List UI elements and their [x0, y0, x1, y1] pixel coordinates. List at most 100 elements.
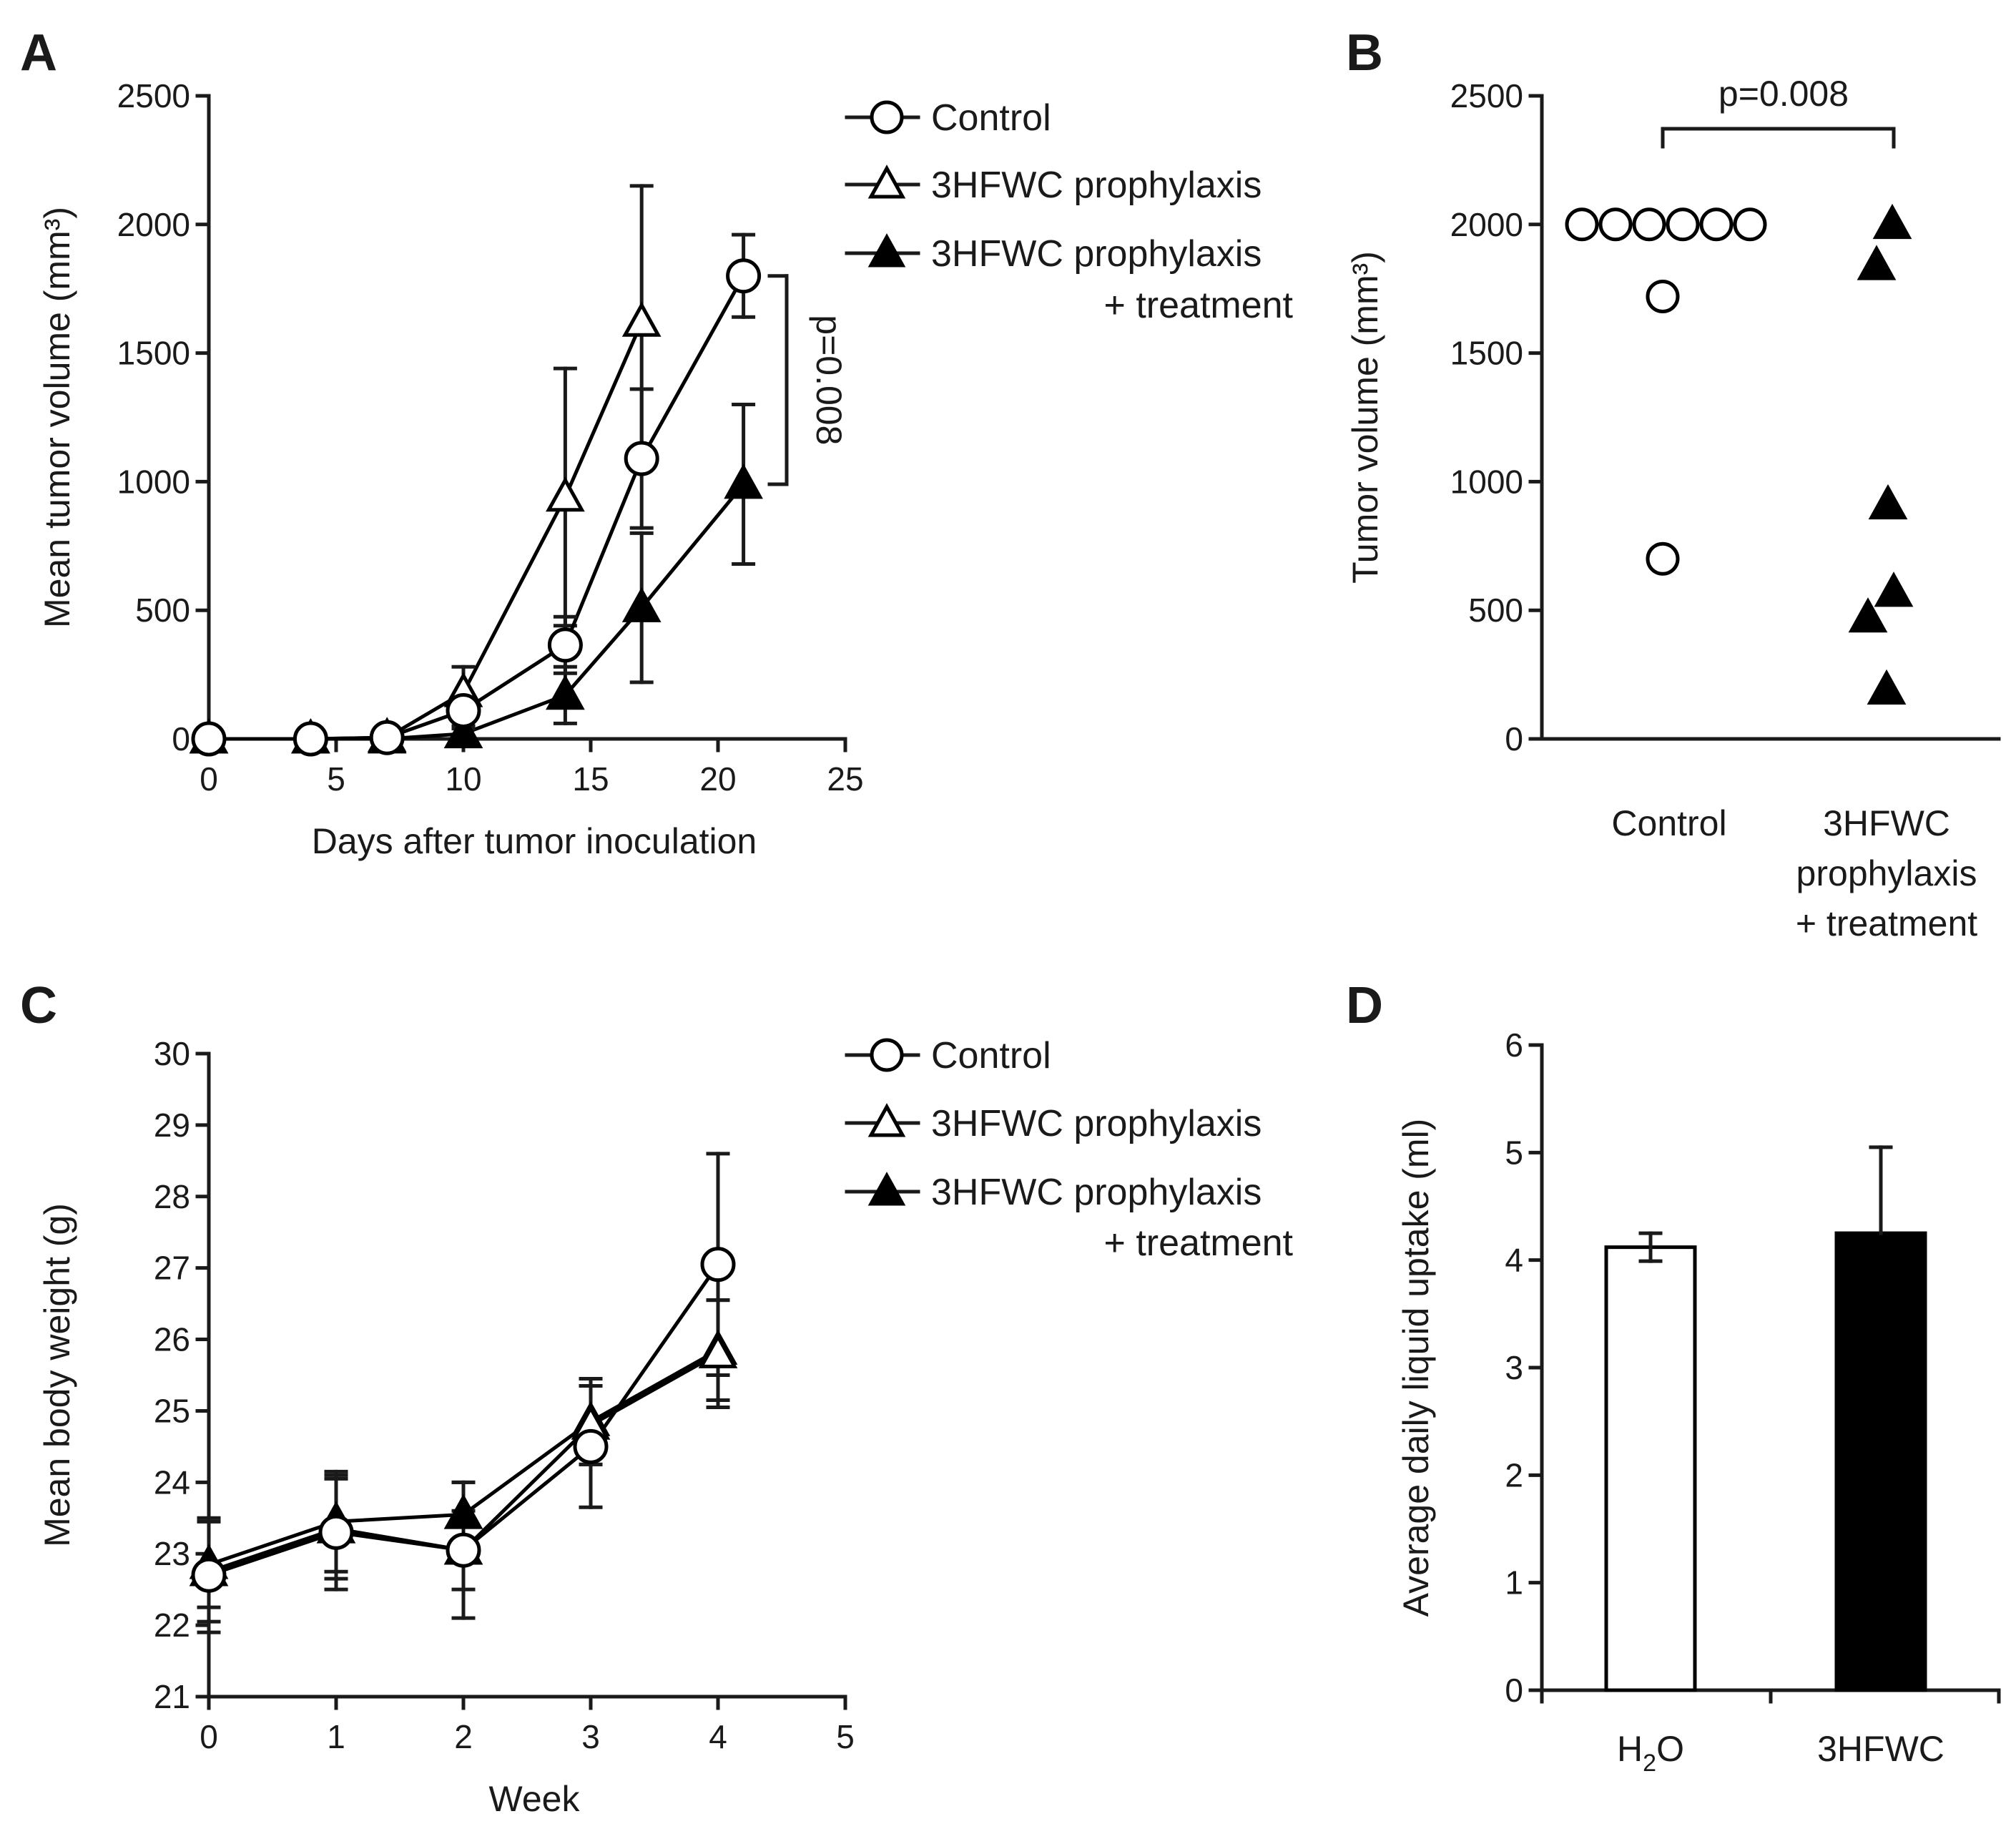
- significance-bracket: [767, 274, 789, 486]
- panel-letter: C: [20, 977, 57, 1034]
- panel-letter: B: [1346, 24, 1383, 82]
- data-point: [726, 258, 762, 294]
- y-tick-label: 3: [1505, 1349, 1523, 1386]
- bar-group: [1834, 1145, 1927, 1692]
- series-0: [209, 232, 756, 741]
- data-point: [573, 1428, 609, 1464]
- y-tick-label: 30: [154, 1035, 190, 1072]
- x-tick-label: 25: [827, 760, 863, 798]
- y-tick-label: 1500: [1450, 335, 1523, 372]
- x-axis-label: Days after tumor inoculation: [312, 821, 757, 861]
- data-point: [621, 587, 662, 622]
- series-2: [209, 403, 756, 741]
- data-point: [621, 301, 662, 337]
- data-point: [1646, 541, 1680, 576]
- y-tick-label: 1500: [117, 335, 190, 372]
- data-point: [1857, 245, 1897, 280]
- error-bar: [1869, 1145, 1893, 1235]
- legend: Control 3HFWC prophylaxis 3HFWC prophylaxi…: [845, 1035, 1294, 1264]
- legend-item-1: 3HFWC prophylaxis: [845, 165, 1262, 206]
- data-point: [443, 1494, 483, 1529]
- series-1: [209, 184, 654, 741]
- y-axis-label: Tumor volume (mm³): [1345, 251, 1385, 584]
- legend-marker: [867, 1103, 906, 1137]
- legend-label: Control: [931, 97, 1051, 139]
- legend-item-0: Control: [845, 1035, 1051, 1077]
- legend-label: 3HFWC prophylaxis: [931, 165, 1262, 206]
- series-markers-0: [191, 258, 762, 757]
- legend-item-2: 3HFWC prophylaxis: [845, 1172, 1262, 1213]
- y-tick-label: 2000: [117, 206, 190, 243]
- legend-marker: [867, 233, 906, 268]
- x-tick-label: 0: [200, 760, 218, 798]
- data-point: [624, 441, 659, 476]
- x-tick-label: 15: [572, 760, 609, 798]
- y-tick-label: 1: [1505, 1564, 1523, 1602]
- data-point: [446, 1532, 481, 1568]
- bar-group: [1604, 1231, 1697, 1692]
- panel-b: B 0 500 1000 1500 2000 2500 Tumor volume (mm³) C…: [1345, 24, 2001, 943]
- data-point: [724, 464, 763, 499]
- y-axis-label: Average daily liquid uptake (ml): [1396, 1119, 1436, 1617]
- significance-bracket: [1661, 127, 1896, 149]
- series-line: [209, 321, 644, 741]
- legend: Control 3HFWC prophylaxis 3HFWC prophylaxi…: [845, 97, 1294, 326]
- legend-label: 3HFWC prophylaxis: [931, 233, 1262, 275]
- y-tick-label: 2500: [1450, 77, 1523, 114]
- data-point: [1733, 207, 1767, 242]
- y-tick-label: 4: [1505, 1242, 1523, 1279]
- category-label: 3HFWC: [1817, 1729, 1944, 1769]
- data-point: [1666, 207, 1700, 242]
- x-tick-label: 1: [327, 1718, 345, 1755]
- data-point: [1868, 484, 1908, 520]
- series-markers-1: [189, 301, 662, 754]
- y-tick-label: 25: [154, 1392, 190, 1429]
- group-control: [1565, 207, 1767, 576]
- error-bar: [1638, 1231, 1663, 1263]
- x-tick-label: 20: [699, 760, 736, 798]
- legend-marker: [867, 1172, 906, 1206]
- data-point: [1565, 207, 1599, 242]
- legend-marker: [867, 165, 906, 199]
- panel-d: D 0 1 2 3 4 5 6 Average daily liquid uptake (ml)…: [1346, 977, 2001, 1777]
- y-tick-label: 5: [1505, 1134, 1523, 1171]
- data-point: [369, 720, 405, 755]
- y-tick-label: 2: [1505, 1456, 1523, 1494]
- legend-item-1: 3HFWC prophylaxis: [845, 1103, 1262, 1144]
- data-point: [700, 1247, 736, 1283]
- x-tick-label: 2: [454, 1718, 473, 1755]
- category-label-line: + treatment: [1796, 903, 1977, 943]
- category-label: 3HFWC prophylaxis + treatment: [1796, 803, 1977, 943]
- category-label: Control: [1611, 803, 1726, 843]
- legend-label-cont: + treatment: [1104, 285, 1294, 326]
- category-label-line: Control: [1611, 803, 1726, 843]
- x-tick-label: 0: [200, 1718, 218, 1755]
- data-point: [1646, 279, 1680, 313]
- category-label-line: prophylaxis: [1796, 853, 1977, 893]
- data-point: [547, 627, 583, 663]
- y-tick-label: 1000: [117, 463, 190, 500]
- y-tick-label: 26: [154, 1321, 190, 1358]
- y-tick-label: 500: [135, 592, 190, 629]
- data-point: [1848, 597, 1888, 633]
- y-tick-label: 29: [154, 1107, 190, 1144]
- panel-a: A 0 500 1000 1500 2000 2500 0 5 10 15 20 25 Mean tumo…: [20, 24, 1294, 861]
- y-tick-label: 500: [1468, 592, 1523, 629]
- legend-label: Control: [931, 1035, 1051, 1077]
- x-tick-label: 10: [445, 760, 481, 798]
- data-point: [446, 692, 481, 728]
- data-point: [443, 712, 483, 749]
- data-point: [698, 1333, 738, 1368]
- data-point: [292, 721, 328, 757]
- legend-label: 3HFWC prophylaxis: [931, 1172, 1262, 1213]
- data-point: [1632, 207, 1666, 242]
- p-value-label: p=0.008: [1718, 74, 1849, 114]
- series-markers-0: [191, 1247, 736, 1593]
- y-axis-label: Mean tumor volume (mm³): [37, 207, 77, 628]
- x-tick-label: 5: [836, 1718, 855, 1755]
- bar: [1834, 1231, 1927, 1692]
- y-tick-label: 1000: [1450, 463, 1523, 500]
- data-point: [1867, 669, 1907, 705]
- group-treatment: [1848, 203, 1914, 705]
